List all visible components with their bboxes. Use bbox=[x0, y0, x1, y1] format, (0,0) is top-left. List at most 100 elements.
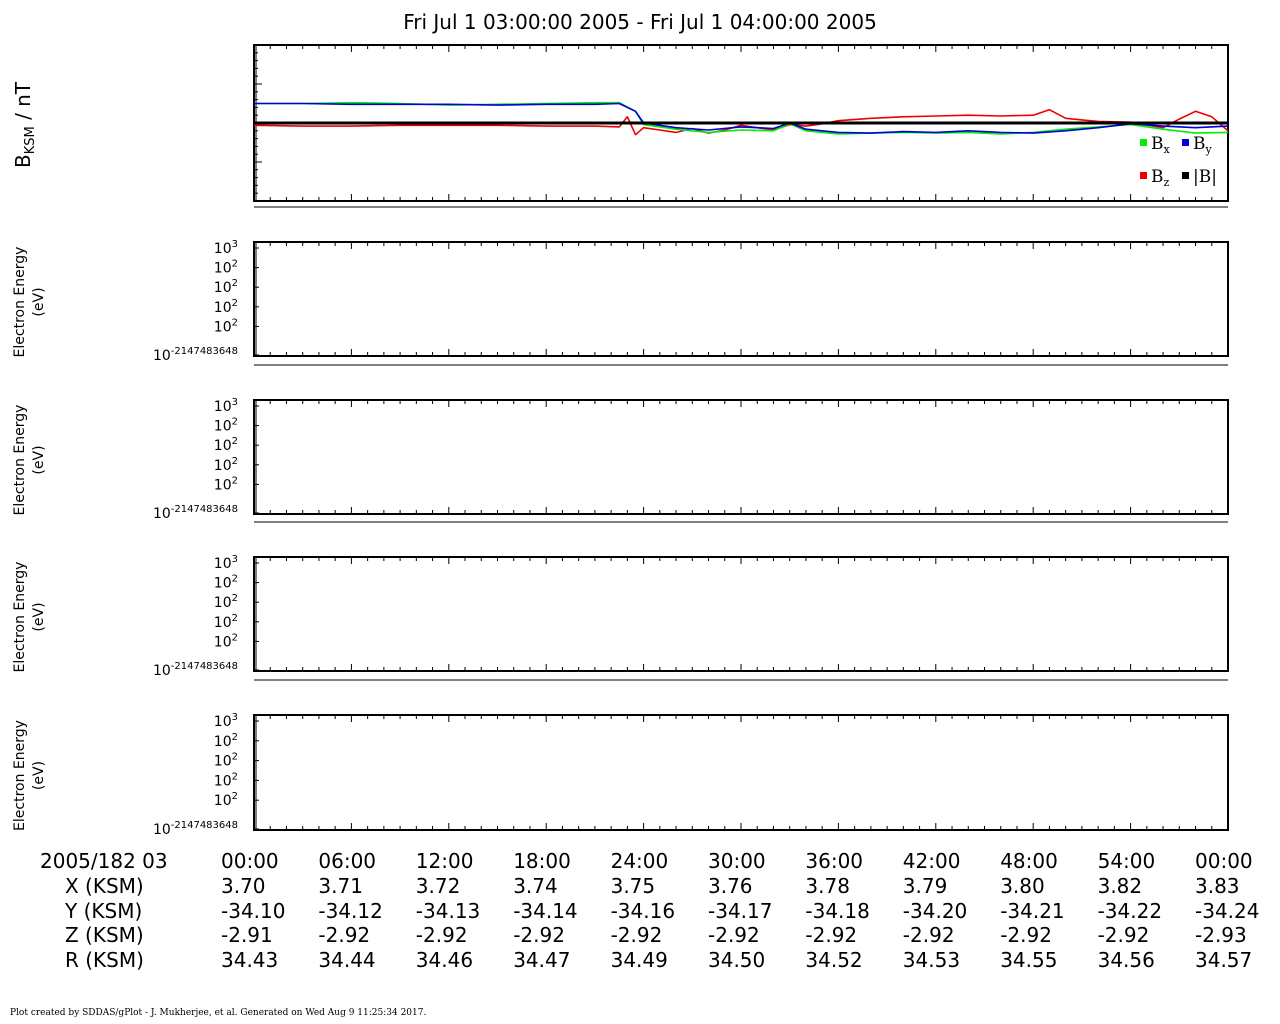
legend-label-main: |B| bbox=[1193, 167, 1217, 187]
x-tick-label: 42:00 bbox=[903, 849, 961, 873]
y-tick-label-exp: 2 bbox=[232, 475, 238, 486]
legend-swatch-by bbox=[1182, 139, 1189, 146]
x-tick-label: 00:00 bbox=[221, 849, 279, 873]
ephemeris-value: -2.92 bbox=[805, 923, 857, 947]
y-tick-label-base: 10 bbox=[214, 300, 232, 316]
ephemeris-value: -2.92 bbox=[318, 923, 370, 947]
y-tick-label-exp: 2 bbox=[232, 298, 238, 309]
legend-label-bz: Bz bbox=[1151, 167, 1170, 189]
y-tick-label-exp: 3 bbox=[232, 712, 238, 723]
y-tick-label: 103 bbox=[214, 554, 238, 572]
y-axis-label: BKSM / nT bbox=[11, 81, 38, 168]
y-tick-label-base: 10 bbox=[214, 576, 232, 592]
ephemeris-value: -34.16 bbox=[611, 899, 675, 923]
y-tick-label-base: 10 bbox=[153, 506, 171, 522]
y-tick-label-exp: 2 bbox=[232, 456, 238, 467]
y-axis-label-line2: (eV) bbox=[31, 445, 47, 474]
y-tick-label-base: 10 bbox=[214, 319, 232, 335]
y-tick-label: 102 bbox=[214, 752, 238, 770]
y-tick-label-exp: -2147483648 bbox=[171, 346, 238, 357]
y-tick-label-base: 10 bbox=[214, 595, 232, 611]
x-tick-label: 18:00 bbox=[513, 849, 571, 873]
legend-label-bmag: |B| bbox=[1193, 167, 1217, 187]
ephemeris-value: 3.82 bbox=[1098, 874, 1143, 898]
ephemeris-value: 34.47 bbox=[513, 948, 570, 972]
plot-title: Fri Jul 1 03:00:00 2005 - Fri Jul 1 04:0… bbox=[403, 10, 877, 34]
ephemeris-value: -2.92 bbox=[1098, 923, 1150, 947]
ephemeris-row-label: R (KSM) bbox=[65, 948, 144, 972]
ephemeris-value: 3.79 bbox=[903, 874, 948, 898]
y-tick-label-base: 10 bbox=[214, 634, 232, 650]
x-tick-label: 06:00 bbox=[318, 849, 376, 873]
y-tick-label: 102 bbox=[214, 632, 238, 650]
y-tick-label-exp: -2147483648 bbox=[171, 820, 238, 831]
y-tick-label-exp: 2 bbox=[232, 278, 238, 289]
y-tick-label: 103 bbox=[214, 712, 238, 730]
ephemeris-value: -2.92 bbox=[708, 923, 760, 947]
y-axis-label-line1: Electron Energy bbox=[12, 720, 28, 831]
legend-label-sub: y bbox=[1205, 143, 1213, 156]
y-tick-label-base: 10 bbox=[214, 458, 232, 474]
legend-swatch-bx bbox=[1140, 139, 1147, 146]
ephemeris-value: -2.92 bbox=[1000, 923, 1052, 947]
x-tick-label: 00:00 bbox=[1195, 849, 1253, 873]
y-tick-label-exp: 2 bbox=[232, 593, 238, 604]
y-axis-label-line1: Electron Energy bbox=[12, 247, 28, 358]
ephemeris-value: -34.10 bbox=[221, 899, 285, 923]
y-tick-label-base: 10 bbox=[214, 241, 232, 257]
y-tick-label-base: 10 bbox=[153, 348, 171, 364]
y-tick-label-base: 10 bbox=[214, 793, 232, 809]
legend-label-main: B bbox=[1151, 167, 1164, 187]
ephemeris-value: -34.18 bbox=[805, 899, 869, 923]
footer-credit: Plot created by SDDAS/gPlot - J. Mukherj… bbox=[10, 1008, 426, 1018]
ephemeris-value: -34.12 bbox=[318, 899, 382, 923]
ephemeris-value: 34.55 bbox=[1000, 948, 1057, 972]
ephemeris-value: -34.20 bbox=[903, 899, 967, 923]
ephemeris-value: 34.46 bbox=[416, 948, 473, 972]
ephemeris-value: 34.57 bbox=[1195, 948, 1252, 972]
legend-label-sub: x bbox=[1164, 143, 1171, 156]
x-tick-label: 24:00 bbox=[611, 849, 669, 873]
x-tick-label: 36:00 bbox=[805, 849, 863, 873]
legend-swatch-bmag bbox=[1182, 172, 1189, 179]
x-tick-label: 48:00 bbox=[1000, 849, 1058, 873]
y-tick-label-exp: 2 bbox=[232, 752, 238, 763]
ephemeris-value: -34.13 bbox=[416, 899, 480, 923]
y-tick-label: 102 bbox=[214, 259, 238, 277]
y-tick-label-exp: -2147483648 bbox=[171, 661, 238, 672]
y-tick-label-exp: 3 bbox=[232, 239, 238, 250]
y-tick-label-base: 10 bbox=[214, 714, 232, 730]
y-tick-label-base: 10 bbox=[214, 280, 232, 296]
ephemeris-value: 3.78 bbox=[805, 874, 850, 898]
ephemeris-value: -34.14 bbox=[513, 899, 577, 923]
ephemeris-value: 3.76 bbox=[708, 874, 753, 898]
y-tick-label: 103 bbox=[214, 397, 238, 415]
y-axis-label-line2: (eV) bbox=[31, 287, 47, 316]
y-tick-label: 10-2147483648 bbox=[153, 661, 238, 679]
legend-label-main: B bbox=[1193, 134, 1206, 154]
y-tick-label-base: 10 bbox=[214, 734, 232, 750]
y-tick-label: 102 bbox=[214, 417, 238, 435]
ephemeris-value: -2.92 bbox=[611, 923, 663, 947]
y-tick-label: 102 bbox=[214, 436, 238, 454]
y-axis-label-unit: / nT bbox=[11, 81, 35, 126]
y-tick-label-exp: -2147483648 bbox=[171, 504, 238, 515]
y-tick-label-base: 10 bbox=[214, 556, 232, 572]
ephemeris-value: 3.83 bbox=[1195, 874, 1240, 898]
y-tick-label-base: 10 bbox=[214, 754, 232, 770]
y-tick-label-exp: 2 bbox=[232, 436, 238, 447]
y-tick-label-base: 10 bbox=[214, 615, 232, 631]
y-tick-label-exp: 2 bbox=[232, 613, 238, 624]
y-tick-label: 102 bbox=[214, 475, 238, 493]
legend-label-main: B bbox=[1151, 134, 1164, 154]
y-tick-label-exp: 2 bbox=[232, 791, 238, 802]
y-tick-label-exp: 2 bbox=[232, 632, 238, 643]
y-axis-label-line2: (eV) bbox=[31, 602, 47, 631]
y-tick-label: 10-2147483648 bbox=[153, 346, 238, 364]
legend-label-by: By bbox=[1193, 134, 1213, 156]
ephemeris-value: 3.74 bbox=[513, 874, 558, 898]
y-tick-label: 10-2147483648 bbox=[153, 504, 238, 522]
